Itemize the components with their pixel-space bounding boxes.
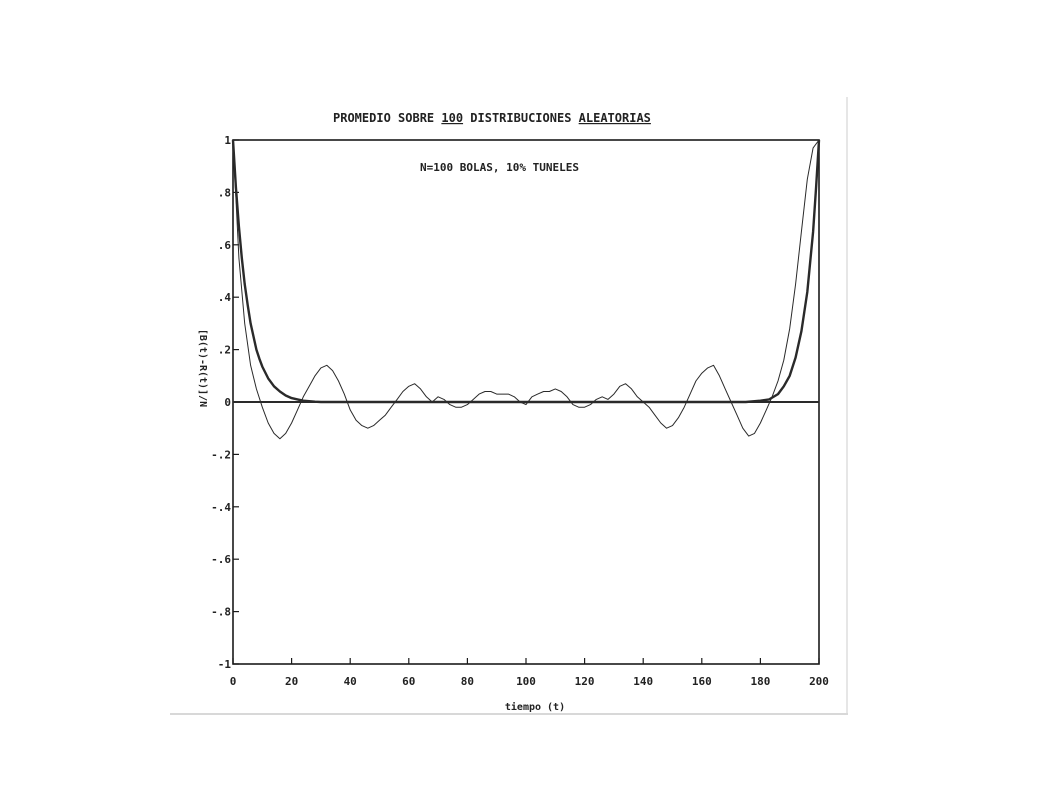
series-line-thin — [232, 139, 820, 440]
y-tick-label: 1 — [224, 134, 231, 147]
title-part: PROMEDIO SOBRE — [333, 111, 441, 125]
title-part-underlined: ALEATORIAS — [579, 111, 651, 125]
page-edge-right — [846, 97, 848, 715]
page-edge-bottom — [170, 713, 848, 715]
y-axis-label: [B(t)-R(t)]/N — [197, 329, 208, 407]
chart-title: PROMEDIO SOBRE 100 DISTRIBUCIONES ALEATO… — [333, 111, 651, 125]
x-tick-label: 0 — [230, 675, 237, 688]
title-part-underlined: 100 — [441, 111, 463, 125]
y-tick-label: .6 — [218, 239, 232, 252]
y-tick-label: .8 — [218, 186, 231, 199]
y-tick-label: .2 — [218, 344, 231, 357]
x-tick-label: 20 — [285, 675, 298, 688]
y-tick-label: 0 — [224, 396, 231, 409]
y-tick-label: -.6 — [211, 553, 231, 566]
x-tick-label: 200 — [809, 675, 829, 688]
x-tick-label: 40 — [344, 675, 357, 688]
y-tick-labels: 1 .8 .6 .4 .2 0 -.2 -.4 -.6 -.8 -1 — [211, 134, 231, 671]
x-tick-label: 160 — [692, 675, 712, 688]
x-tick-labels: 0 20 40 60 80 100 120 140 160 180 200 — [230, 675, 829, 688]
y-tick-label: .4 — [218, 291, 232, 304]
x-axis-label: tiempo (t) — [505, 701, 565, 713]
chart-annotation: N=100 BOLAS, 10% TUNELES — [420, 161, 579, 174]
x-tick-label: 120 — [575, 675, 595, 688]
y-tick-label: -.8 — [211, 606, 231, 619]
y-tick-label: -1 — [218, 658, 232, 671]
x-tick-label: 140 — [633, 675, 653, 688]
scanned-page — [170, 97, 848, 715]
series-layer — [231, 139, 821, 440]
series-line-thick — [231, 139, 821, 404]
x-tick-label: 60 — [402, 675, 415, 688]
x-tick-label: 180 — [750, 675, 770, 688]
title-part: DISTRIBUCIONES — [463, 111, 579, 125]
x-tick-label: 80 — [461, 675, 474, 688]
y-tick-label: -.4 — [211, 501, 231, 514]
x-tick-label: 100 — [516, 675, 536, 688]
y-tick-label: -.2 — [211, 448, 231, 461]
